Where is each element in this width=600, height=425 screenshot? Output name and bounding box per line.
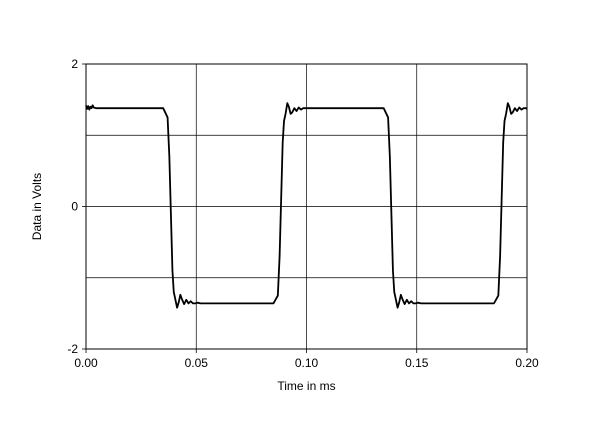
y-tick-label: 2 [71, 57, 78, 71]
x-tick-label: 0.20 [515, 356, 539, 370]
x-axis-label: Time in ms [277, 379, 335, 393]
x-tick-label: 0.05 [185, 356, 209, 370]
grid-lines [86, 64, 527, 349]
y-tick-label: 0 [71, 200, 78, 214]
y-tick-labels: -2 0 2 [67, 57, 78, 356]
y-tick-label: -2 [67, 342, 78, 356]
tick-marks [82, 63, 528, 353]
x-tick-label: 0.10 [295, 356, 319, 370]
x-tick-label: 0.00 [74, 356, 98, 370]
x-tick-label: 0.15 [405, 356, 429, 370]
series-line [85, 102, 528, 309]
x-tick-labels: 0.00 0.05 0.10 0.15 0.20 [74, 356, 539, 370]
y-axis-label: Data in Volts [30, 173, 44, 240]
